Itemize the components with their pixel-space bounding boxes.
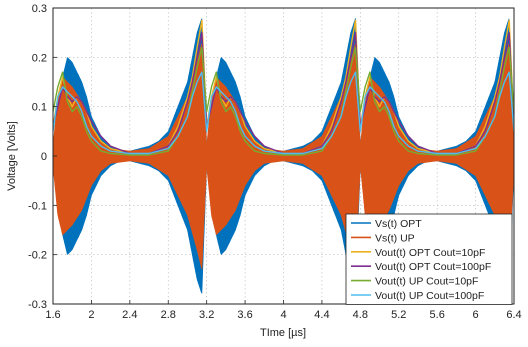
x-tick-label: 2.4 [122,309,137,321]
x-tick-label: 2 [88,309,94,321]
series-line [53,19,514,155]
series-4 [53,32,514,155]
series-line [53,71,514,155]
x-tick-label: 2.8 [161,309,176,321]
x-axis-label: TIme [µs] [260,327,306,339]
legend-label: Vout(t) UP Cout=100pF [375,290,484,302]
legend-label: Vout(t) UP Cout=10pF [375,276,478,288]
series-layer [53,18,514,294]
x-tick-label: 1.6 [45,309,60,321]
x-tick-label: 6.4 [506,309,521,321]
legend-label: Vout(t) OPT Cout=100pF [375,261,491,273]
y-tick-label: 0 [41,151,47,163]
y-tick-label: -0.2 [28,250,47,262]
series-line [53,32,514,155]
legend: Vs(t) OPT Vs(t) UP Vout(t) OPT Cout=10pF Vo… [345,213,513,305]
x-tick-label: 5.2 [391,309,406,321]
tick-labels: 1.6 2 2.4 2.8 3.2 3.6 4 4.4 4.8 5.2 5.6 6 6.4 -0.3 -0.… [28,3,522,321]
series-band [53,42,514,270]
series-3 [53,19,514,155]
x-tick-label: 6 [473,309,479,321]
y-tick-label: 0.2 [32,52,47,64]
legend-label: Vout(t) OPT Cout=10pF [375,247,485,259]
series-2 [53,42,514,270]
series-line [53,46,514,156]
legend-box [345,213,513,305]
series-6 [53,71,514,155]
x-tick-label: 3.6 [237,309,252,321]
y-axis-label: Voltage [Volts] [6,121,18,191]
legend-label: Vs(t) UP [375,232,415,244]
y-tick-label: 0.3 [32,3,47,15]
x-tick-label: 4 [280,309,286,321]
y-tick-label: 0.1 [32,102,47,114]
series-5 [53,46,514,156]
x-tick-label: 5.6 [430,309,445,321]
x-tick-label: 4.4 [314,309,329,321]
legend-label: Vs(t) OPT [375,218,422,230]
y-tick-label: -0.3 [28,299,47,311]
x-tick-label: 3.2 [199,309,214,321]
y-tick-label: -0.1 [28,200,47,212]
x-tick-label: 4.8 [353,309,368,321]
